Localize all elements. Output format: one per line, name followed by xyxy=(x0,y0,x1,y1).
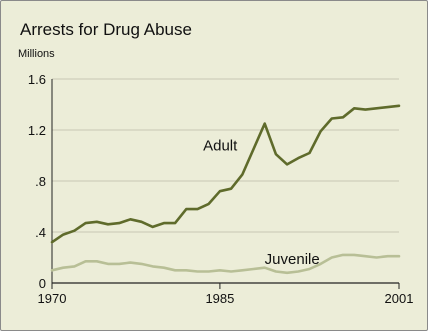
x-tick-label-2: 2001 xyxy=(385,291,414,306)
series-label-juvenile: Juvenile xyxy=(265,251,320,268)
series-line-juvenile xyxy=(50,253,401,275)
y-tick-label-0: 0 xyxy=(39,276,46,291)
y-tick-label-4: 1.6 xyxy=(28,72,46,87)
y-tick-label-1: .4 xyxy=(35,225,46,240)
series-label-adult: Adult xyxy=(203,137,238,154)
y-tick-label-3: 1.2 xyxy=(28,123,46,138)
series-line-adult xyxy=(50,104,401,244)
chart-title: Arrests for Drug Abuse xyxy=(20,20,192,39)
unit-label: Millions xyxy=(18,48,55,60)
y-tick-label-2: .8 xyxy=(35,174,46,189)
x-tick-label-0: 1970 xyxy=(38,291,67,306)
x-tick-label-1: 1985 xyxy=(205,291,234,306)
